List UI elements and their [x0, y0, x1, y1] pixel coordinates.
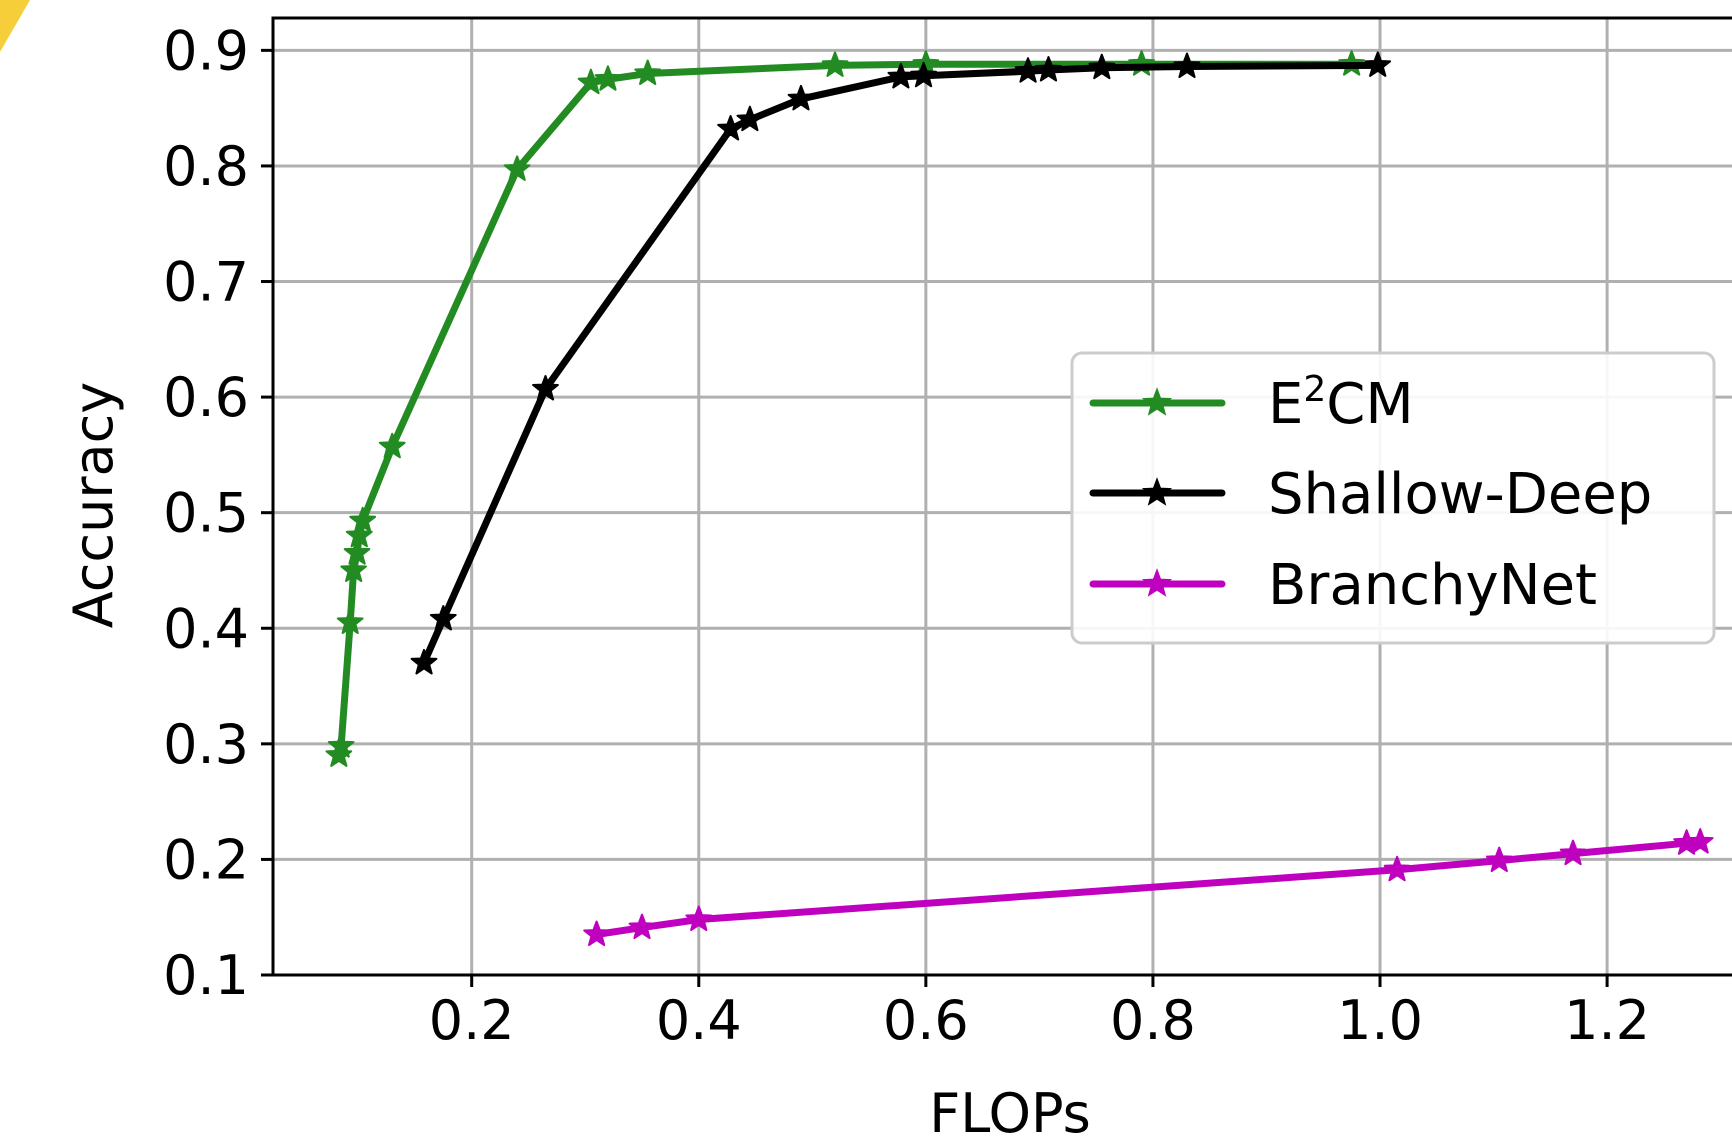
x-tick-label: 0.6	[883, 989, 969, 1052]
y-tick-label: 0.8	[163, 135, 249, 198]
series-1-point	[717, 115, 744, 141]
series-0-point	[343, 539, 371, 565]
y-tick-label: 0.4	[163, 597, 249, 660]
x-tick-label: 0.2	[429, 989, 515, 1052]
legend: E2CM Shallow-Deep BranchyNet	[1070, 351, 1716, 645]
series-0-point	[349, 506, 377, 533]
y-axis-ticks: 0.1 0.2 0.3 0.4 0.5 0.6 0.7 0.8 0.9	[163, 19, 273, 1007]
series-0-point	[378, 432, 406, 459]
y-tick-label: 0.3	[163, 713, 249, 776]
series-1-point	[532, 375, 559, 401]
legend-item: BranchyNet	[1089, 553, 1597, 618]
series-1-point	[910, 61, 937, 88]
series-2-point	[685, 905, 713, 931]
series-0-point	[1128, 50, 1155, 76]
series-0-point	[594, 65, 622, 91]
y-tick-label: 0.9	[163, 19, 249, 82]
series-1-point	[1035, 56, 1062, 82]
corner-decoration	[0, 0, 30, 52]
y-tick-label: 0.6	[163, 366, 249, 429]
x-tick-label: 0.8	[1110, 989, 1196, 1052]
legend-item: Shallow-Deep	[1089, 462, 1652, 527]
series-0-point	[340, 556, 367, 582]
x-tick-label: 1.2	[1564, 989, 1650, 1052]
series-1-point	[1173, 52, 1201, 79]
legend-swatch-marker	[1141, 568, 1173, 597]
legend-swatch-marker	[1141, 387, 1173, 416]
x-tick-label: 0.4	[656, 989, 742, 1052]
series-1-point	[887, 62, 915, 89]
series-2	[583, 828, 1714, 947]
series-0	[325, 50, 1365, 767]
legend-item: E2CM	[1089, 369, 1414, 437]
series-1-point	[1364, 51, 1392, 77]
series-2-point	[1383, 855, 1411, 882]
axes	[271, 16, 1732, 977]
legend-label: E2CM	[1268, 369, 1414, 437]
y-tick-label: 0.2	[163, 828, 249, 891]
series-1-point	[1088, 53, 1116, 80]
legend-label: Shallow-Deep	[1268, 462, 1652, 527]
series-2-point	[583, 920, 610, 947]
series-1-point	[429, 605, 457, 631]
series-0-point	[821, 51, 849, 77]
series-0-point	[345, 521, 373, 548]
y-tick-label: 0.1	[163, 944, 249, 1007]
series-0-line	[335, 60, 1356, 759]
legend-label: BranchyNet	[1268, 553, 1597, 618]
series-2-point	[1485, 846, 1513, 873]
series-0-point	[336, 608, 364, 634]
y-axis-label: Accuracy	[62, 382, 125, 629]
series-0-point	[634, 59, 661, 85]
series-1-point	[410, 648, 438, 675]
series-1-point	[787, 84, 815, 111]
series-layer	[325, 50, 1714, 947]
legend-swatch-marker	[1141, 477, 1173, 506]
series-2-point	[1559, 839, 1587, 866]
x-axis-ticks: 0.2 0.4 0.6 0.8 1.0 1.2	[429, 975, 1650, 1052]
series-2-point	[628, 913, 656, 940]
legend-box	[1070, 351, 1716, 645]
series-2-line	[593, 838, 1704, 938]
series-2-point	[1686, 828, 1714, 854]
x-tick-label: 1.0	[1337, 989, 1423, 1052]
plot-frame	[271, 16, 1732, 977]
series-0-point	[327, 732, 355, 758]
series-1	[410, 51, 1392, 675]
y-tick-label: 0.7	[163, 251, 249, 314]
series-0-point	[503, 155, 531, 181]
series-1-point	[736, 105, 764, 132]
y-tick-label: 0.5	[163, 482, 249, 545]
x-axis-label: FLOPs	[929, 1082, 1090, 1138]
